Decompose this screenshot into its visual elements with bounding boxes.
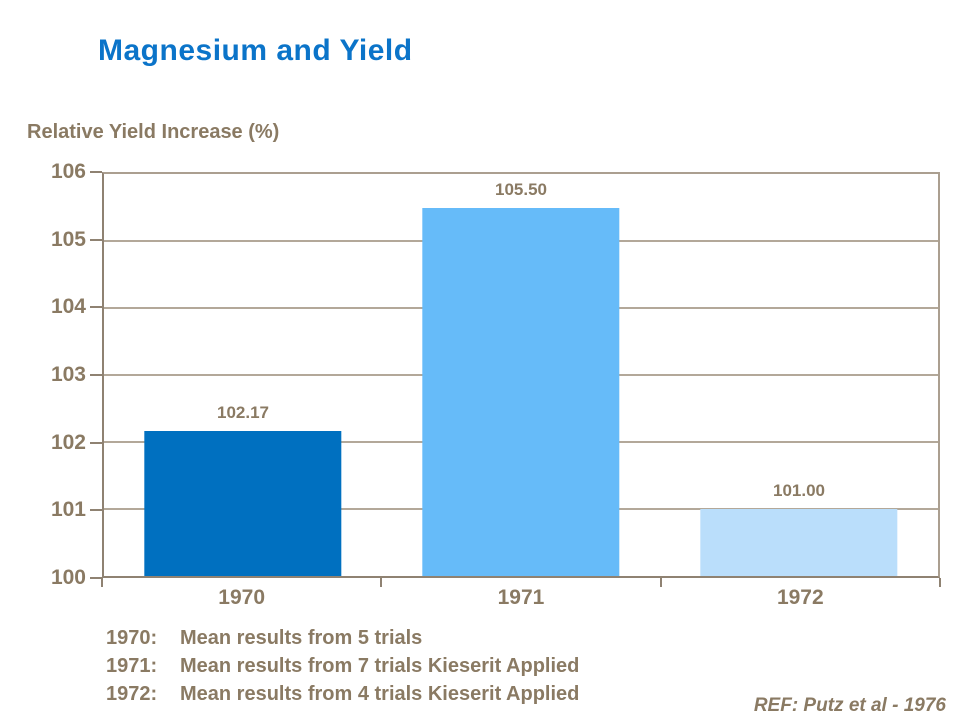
bar-1972 <box>700 509 898 576</box>
x-axis-ticks <box>101 578 941 587</box>
x-tick-mark <box>101 578 103 587</box>
x-tick-mark <box>659 578 662 587</box>
x-axis-labels: 1970 1971 1972 <box>102 586 940 610</box>
footnote-row: 1970: Mean results from 5 trials <box>106 624 579 652</box>
bar-1970 <box>144 430 342 576</box>
bar-1971 <box>422 207 620 576</box>
y-tick-label: 106 <box>50 160 86 183</box>
bar-value-label: 102.17 <box>217 402 269 422</box>
footnote-year: 1970: <box>106 627 158 649</box>
bar-value-label: 105.50 <box>495 179 547 199</box>
y-tick-mark <box>90 509 102 512</box>
y-axis-labels: 106 105 104 103 102 101 100 <box>0 160 86 589</box>
bar-slot-1972: 101.00 <box>660 174 938 576</box>
y-tick-label: 103 <box>50 363 86 386</box>
y-tick-mark <box>90 238 102 241</box>
y-tick-mark <box>90 171 102 173</box>
y-tick-mark <box>90 374 102 376</box>
plot-area: 102.17 105.50 101.00 <box>102 172 940 578</box>
footnote-text: Mean results from 4 trials Kieserit Appl… <box>180 683 580 705</box>
y-tick-label: 104 <box>50 295 86 319</box>
y-tick-label: 101 <box>50 498 86 522</box>
footnote-year: 1972: <box>106 683 158 705</box>
y-tick-mark <box>90 306 102 309</box>
x-axis-label-1971: 1971 <box>497 586 545 609</box>
y-tick-label: 100 <box>50 566 86 589</box>
footnotes: 1970: Mean results from 5 trials 1971: Mean… <box>106 624 579 708</box>
footnote-row: 1972: Mean results from 4 trials Kieserit… <box>106 680 579 708</box>
footnote-text: Mean results from 7 trials Kieserit Appl… <box>180 655 580 677</box>
footnote-row: 1971: Mean results from 7 trials Kieserit… <box>106 652 579 680</box>
bar-value-label: 101.00 <box>773 481 825 501</box>
bar-slot-1971: 105.50 <box>382 174 660 576</box>
y-axis-ticks <box>90 171 102 579</box>
x-tick-mark <box>380 578 383 587</box>
y-tick-mark <box>90 441 102 444</box>
footnote-text: Mean results from 5 trials <box>180 627 423 649</box>
page-title: Magnesium and Yield <box>98 34 413 67</box>
x-tick-mark <box>939 578 941 587</box>
y-axis-title: Relative Yield Increase (%) <box>27 121 280 143</box>
x-axis-label-1970: 1970 <box>218 586 266 609</box>
footnote-year: 1971: <box>106 655 158 677</box>
bar-slot-1970: 102.17 <box>104 174 382 576</box>
bars-row: 102.17 105.50 101.00 <box>104 174 938 576</box>
y-tick-mark <box>90 577 102 579</box>
y-tick-label: 102 <box>50 430 86 454</box>
x-axis-label-1972: 1972 <box>776 586 824 609</box>
y-tick-label: 105 <box>50 227 86 251</box>
reference-text: REF: Putz et al - 1976 <box>753 695 946 716</box>
